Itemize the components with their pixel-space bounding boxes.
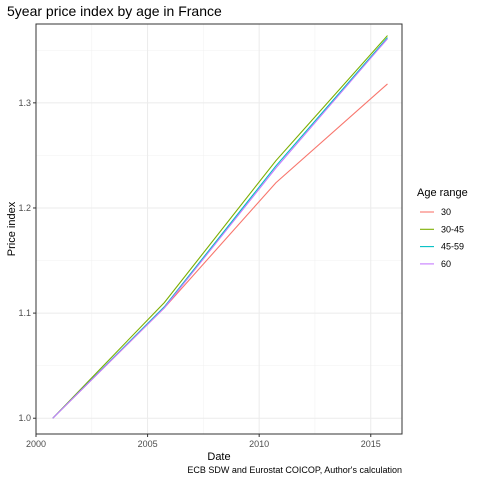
- y-tick-label-2: 1.2: [18, 203, 31, 213]
- y-axis-ticks: 1.0 1.1 1.2 1.3: [18, 98, 36, 423]
- x-tick-label-0: 2000: [26, 439, 46, 449]
- x-tick-label-3: 2015: [361, 439, 381, 449]
- chart-title: 5year price index by age in France: [7, 3, 222, 19]
- series-line-60: [52, 38, 388, 419]
- grid-minor: [36, 24, 402, 434]
- legend-title: Age range: [417, 187, 468, 199]
- x-axis-label: Date: [207, 451, 230, 463]
- y-tick-label-3: 1.3: [18, 98, 31, 108]
- x-axis-ticks: 2000 2005 2010 2015: [26, 434, 381, 449]
- x-tick-label-1: 2005: [138, 439, 158, 449]
- y-tick-label-0: 1.0: [18, 413, 31, 423]
- plot-border: [35, 23, 403, 435]
- legend-label-45-59: 45-59: [441, 242, 464, 252]
- series-line-30-45: [52, 35, 388, 419]
- series-lines: [52, 35, 388, 419]
- legend: Age range 30 30-45 45-59 60: [417, 187, 468, 269]
- x-tick-label-2: 2010: [249, 439, 269, 449]
- legend-label-30-45: 30-45: [441, 224, 464, 234]
- y-tick-label-1: 1.1: [18, 308, 31, 318]
- legend-items: 30 30-45 45-59 60: [420, 207, 464, 269]
- legend-label-60: 60: [441, 259, 451, 269]
- y-axis-label: Price index: [6, 201, 18, 256]
- legend-label-30: 30: [441, 207, 451, 217]
- chart-caption: ECB SDW and Eurostat COICOP, Author's ca…: [187, 465, 402, 475]
